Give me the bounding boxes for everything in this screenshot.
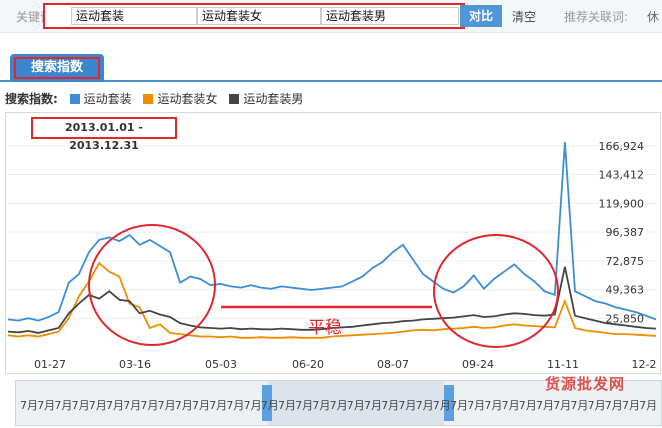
legend-item-1[interactable]: 运动套装: [69, 90, 132, 107]
navigator-left-handle[interactable]: [262, 385, 272, 421]
navigator-month-label: 7月: [209, 399, 227, 412]
navigator-month-label: 7月: [347, 399, 365, 412]
navigator-month-label: 7月: [278, 399, 296, 412]
navigator-month-label: 7月: [72, 399, 90, 412]
navigator-month-label: 7月: [622, 399, 640, 412]
keyword-input-3[interactable]: [321, 7, 459, 25]
clear-button[interactable]: 清空: [512, 10, 537, 24]
navigator-month-label: 7月: [639, 399, 657, 412]
navigator-month-label: 7月: [244, 399, 262, 412]
tab-search-index-label: 搜索指数: [14, 57, 100, 79]
navigator-month-label: 7月: [467, 399, 485, 412]
y-tick-label: 72,875: [606, 255, 645, 268]
navigator-month-label: 7月: [123, 399, 141, 412]
navigator-month-label: 7月: [261, 399, 279, 412]
navigator-month-label: 7月: [158, 399, 176, 412]
navigator-selected-range[interactable]: [268, 381, 444, 425]
legend-label-1: 运动套装: [83, 92, 132, 106]
x-tick-label: 01-27: [34, 358, 66, 371]
navigator-month-label: 7月: [398, 399, 416, 412]
navigator-month-label: 7月: [553, 399, 571, 412]
legend-label-3: 运动套装男: [243, 92, 304, 106]
x-tick-label: 11-11: [547, 358, 579, 371]
navigator-month-label: 7月: [175, 399, 193, 412]
navigator-track: 7月 7月 7月 7月 7月 7月 7月 7月 7月 7月 7月 7月 7月 7月 7月 7月 7月 7月 7月 7月…: [16, 381, 661, 425]
navigator-month-label: 7月: [295, 399, 313, 412]
navigator-month-label: 7月: [226, 399, 244, 412]
tab-bar: 搜索指数: [0, 54, 662, 82]
legend-swatch-2: [143, 94, 154, 104]
navigator-month-label: 7月: [192, 399, 210, 412]
navigator-month-label: 7月: [106, 399, 124, 412]
navigator-month-label: 7月: [605, 399, 623, 412]
x-tick-label: 08-07: [377, 358, 409, 371]
navigator-month-label: 7月: [312, 399, 330, 412]
compare-button[interactable]: 对比: [460, 5, 502, 27]
navigator-month-label: 7月: [570, 399, 588, 412]
recommend-item[interactable]: 休: [647, 10, 660, 24]
x-tick-label: 05-03: [205, 358, 237, 371]
navigator-month-label: 7月: [364, 399, 382, 412]
legend-label-2: 运动套装女: [157, 92, 218, 106]
date-range-label[interactable]: 2013.01.01 - 2013.12.31: [31, 117, 177, 152]
highlight-circle-march: [88, 224, 216, 346]
navigator-month-label: 7月: [588, 399, 606, 412]
navigator-month-label: 7月: [37, 399, 55, 412]
series-line-3: [7, 266, 657, 334]
chart-legend: 搜索指数: 运动套装 运动套装女 运动套装男: [5, 90, 303, 106]
legend-item-3[interactable]: 运动套装男: [229, 90, 303, 107]
tab-search-index[interactable]: 搜索指数: [10, 54, 104, 82]
legend-swatch-1: [69, 94, 80, 104]
line-chart: 166,924 143,412 119,900 96,387 72,875 49,363 2…: [7, 140, 657, 371]
series-line-2: [7, 261, 657, 339]
navigator-month-label: 7月: [20, 399, 38, 412]
keyword-input-group: [43, 3, 465, 29]
navigator-month-label: 7月: [330, 399, 348, 412]
y-tick-label: 166,924: [599, 140, 645, 153]
y-tick-label: 49,363: [606, 284, 645, 297]
navigator-month-label: 7月: [536, 399, 554, 412]
navigator-month-label: 7月: [89, 399, 107, 412]
y-tick-label: 25,850: [606, 312, 645, 325]
legend-swatch-3: [229, 94, 240, 104]
y-tick-label: 96,387: [606, 226, 645, 239]
navigator-month-label: 7月: [54, 399, 72, 412]
navigator-month-label: 7月: [381, 399, 399, 412]
navigator-month-label: 7月: [519, 399, 537, 412]
y-tick-label: 143,412: [599, 169, 645, 182]
keyword-input-2[interactable]: [197, 7, 321, 25]
navigator-month-label: 7月: [433, 399, 451, 412]
navigator-month-label: 7月: [140, 399, 158, 412]
navigator-right-handle[interactable]: [444, 385, 454, 421]
series-line-1: [7, 141, 657, 322]
keyword-input-1[interactable]: [71, 7, 197, 25]
chart-area: [5, 112, 661, 374]
x-tick-label: 03-16: [119, 358, 151, 371]
x-tick-label: 09-24: [462, 358, 494, 371]
legend-title: 搜索指数:: [5, 92, 58, 106]
search-bar: 关键词: 对比 清空 推荐关联词: 休: [0, 0, 662, 33]
recommend-label: 推荐关联词:: [564, 10, 629, 24]
x-tick-label: 06-20: [292, 358, 324, 371]
highlight-circle-october: [433, 234, 559, 348]
navigator-month-label: 7月: [502, 399, 520, 412]
navigator-month-label: 7月: [484, 399, 502, 412]
annotation-text: 平稳: [308, 318, 342, 338]
x-tick-label: 12-2: [632, 358, 657, 371]
timeline-navigator[interactable]: 7月 7月 7月 7月 7月 7月 7月 7月 7月 7月 7月 7月 7月 7月 7月 7月 7月 7月 7月 7月…: [15, 380, 662, 426]
watermark-text: 货源批发网: [545, 375, 626, 393]
navigator-month-label: 7月: [416, 399, 434, 412]
y-tick-label: 119,900: [599, 197, 645, 210]
navigator-month-label: 7月: [450, 399, 468, 412]
legend-item-2[interactable]: 运动套装女: [143, 90, 218, 107]
